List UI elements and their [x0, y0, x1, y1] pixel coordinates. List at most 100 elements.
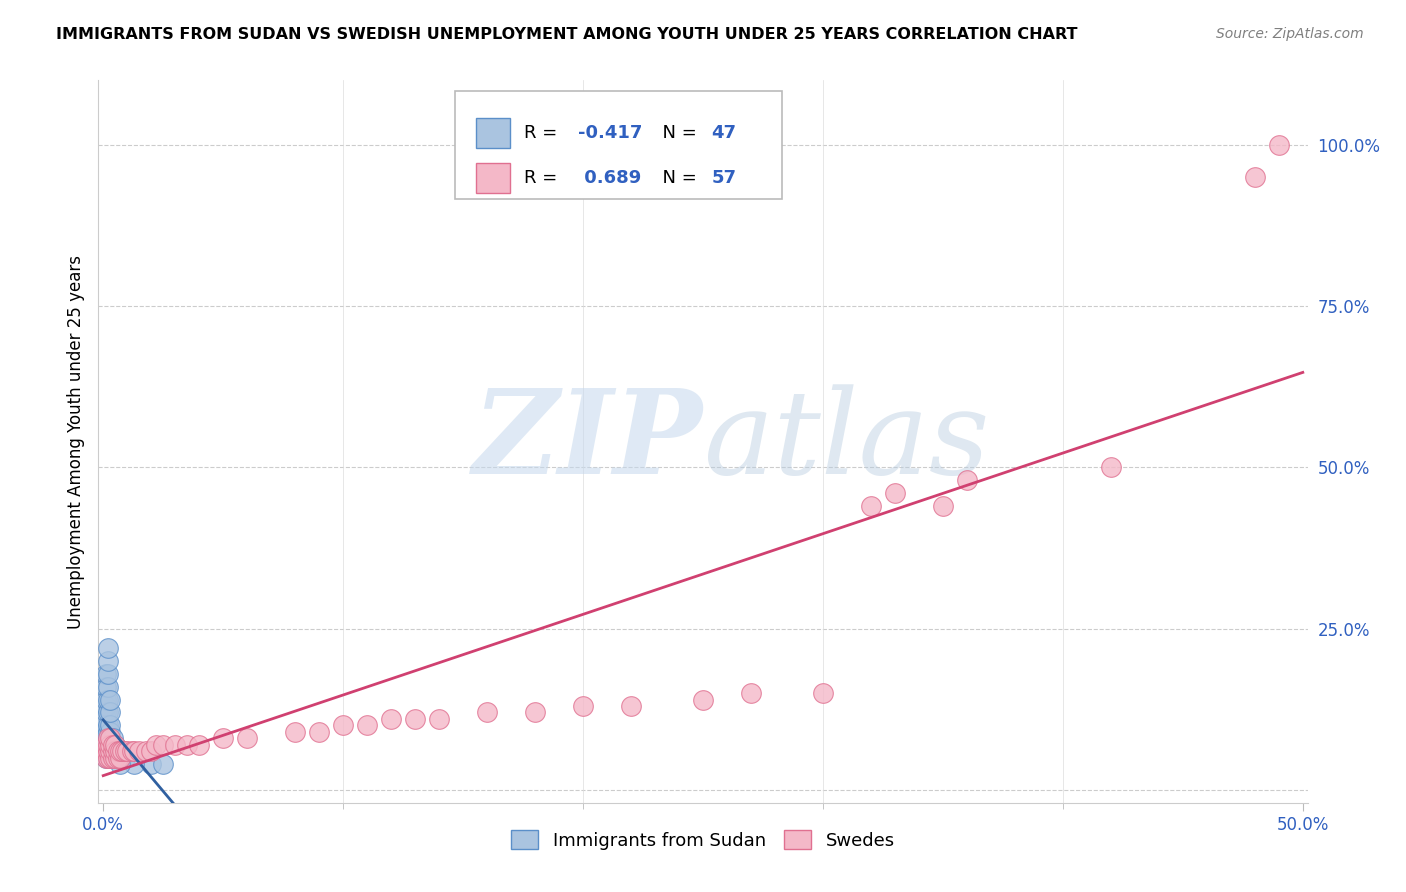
Point [101, 731, 124, 746]
Point [100, 731, 122, 746]
Y-axis label: Unemployment Among Youth under 25 years: Unemployment Among Youth under 25 years [66, 254, 84, 629]
Point [97, 744, 120, 758]
Point [111, 750, 134, 764]
Point [1243, 169, 1265, 184]
Point [380, 712, 402, 726]
Point [1268, 137, 1291, 152]
Point [100, 706, 122, 720]
Point [97, 706, 120, 720]
Point [104, 750, 127, 764]
Point [740, 686, 762, 700]
Point [94, 706, 117, 720]
Point [107, 750, 129, 764]
Point [572, 699, 595, 714]
Point [97, 666, 120, 681]
Point [94, 718, 117, 732]
Text: 47: 47 [711, 124, 737, 142]
Text: N =: N = [651, 124, 703, 142]
Point [188, 738, 211, 752]
Point [100, 744, 122, 758]
Point [104, 738, 127, 752]
Point [108, 750, 131, 764]
Point [94, 750, 117, 764]
Point [141, 744, 163, 758]
Point [100, 718, 122, 732]
Point [152, 738, 174, 752]
Point [176, 738, 198, 752]
Point [104, 738, 127, 752]
Point [97, 692, 120, 706]
Point [97, 738, 120, 752]
Point [97, 724, 120, 739]
Point [811, 686, 834, 700]
Point [332, 718, 354, 732]
FancyBboxPatch shape [456, 91, 782, 200]
Text: Source: ZipAtlas.com: Source: ZipAtlas.com [1216, 27, 1364, 41]
Point [107, 750, 129, 764]
Point [475, 706, 498, 720]
Point [101, 738, 124, 752]
Text: ZIP: ZIP [472, 384, 703, 499]
Point [100, 731, 122, 746]
Point [114, 750, 136, 764]
Point [427, 712, 450, 726]
Point [124, 744, 146, 758]
Point [108, 744, 131, 758]
Point [141, 757, 163, 772]
Point [212, 731, 235, 746]
Point [956, 473, 979, 487]
Point [114, 744, 136, 758]
Text: IMMIGRANTS FROM SUDAN VS SWEDISH UNEMPLOYMENT AMONG YOUTH UNDER 25 YEARS CORRELA: IMMIGRANTS FROM SUDAN VS SWEDISH UNEMPLO… [56, 27, 1078, 42]
Point [94, 680, 117, 694]
Point [121, 744, 143, 758]
Point [94, 712, 117, 726]
Point [104, 750, 127, 764]
Point [94, 738, 117, 752]
Point [1099, 460, 1122, 475]
Point [94, 692, 117, 706]
Point [101, 750, 124, 764]
Point [100, 750, 122, 764]
Point [107, 744, 129, 758]
Point [308, 724, 330, 739]
Point [101, 738, 124, 752]
Text: 57: 57 [711, 169, 737, 186]
Point [524, 706, 547, 720]
Point [94, 744, 117, 758]
Point [100, 738, 122, 752]
Point [356, 718, 378, 732]
Point [692, 692, 714, 706]
Point [97, 750, 120, 764]
Point [94, 724, 117, 739]
Point [97, 750, 120, 764]
Point [97, 718, 120, 732]
Point [97, 654, 120, 668]
Point [404, 712, 426, 726]
Legend: Immigrants from Sudan, Swedes: Immigrants from Sudan, Swedes [502, 822, 904, 859]
Point [94, 744, 117, 758]
Point [97, 744, 120, 758]
Point [884, 486, 907, 500]
Point [932, 499, 955, 513]
Text: 0.689: 0.689 [578, 169, 641, 186]
Point [107, 744, 129, 758]
Point [108, 757, 131, 772]
Point [104, 744, 127, 758]
Point [97, 738, 120, 752]
Point [97, 640, 120, 655]
Text: R =: R = [524, 124, 562, 142]
Point [284, 724, 307, 739]
Point [97, 680, 120, 694]
Point [94, 750, 117, 764]
Point [94, 699, 117, 714]
Point [100, 724, 122, 739]
Point [165, 738, 187, 752]
Point [124, 757, 146, 772]
Text: atlas: atlas [703, 384, 990, 499]
Point [97, 731, 120, 746]
Point [100, 692, 122, 706]
Point [94, 666, 117, 681]
Point [111, 744, 134, 758]
Point [100, 744, 122, 758]
Point [104, 744, 127, 758]
